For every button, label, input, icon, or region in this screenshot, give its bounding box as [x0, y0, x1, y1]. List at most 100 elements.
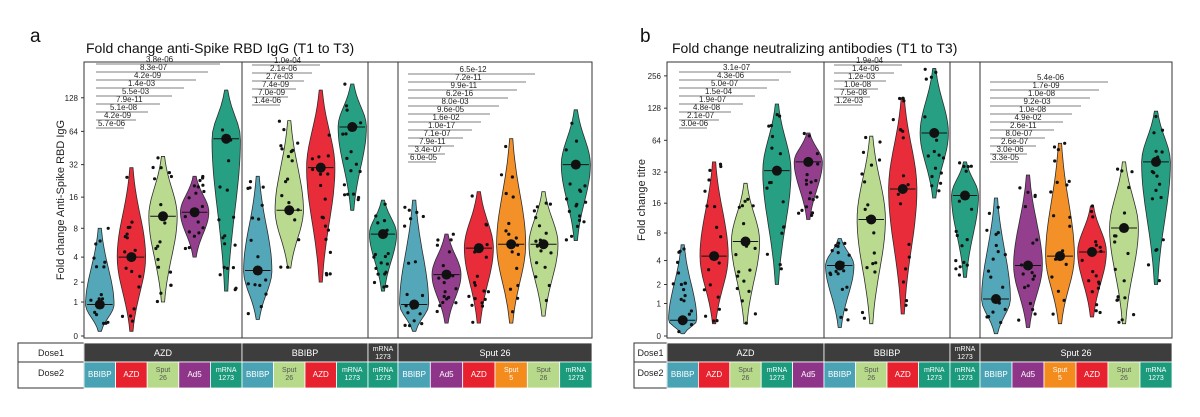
- data-point: [865, 266, 869, 270]
- data-point: [679, 297, 683, 301]
- data-point: [923, 67, 927, 71]
- data-point: [923, 115, 927, 119]
- data-point: [296, 141, 300, 145]
- pvalue-label: 8.0e-03: [442, 97, 470, 106]
- data-point: [158, 240, 162, 244]
- pvalue-label: 1.9e-07: [699, 95, 727, 104]
- y-tick-label: 4: [74, 253, 79, 262]
- pvalue-label: 9.2e-03: [1024, 97, 1052, 106]
- dose1-row-label: Dose1: [637, 348, 663, 358]
- dose2-label: AZD: [1084, 370, 1100, 379]
- data-point: [447, 250, 451, 254]
- data-point: [742, 222, 746, 226]
- data-point: [564, 148, 568, 152]
- data-point: [421, 214, 425, 219]
- data-point: [1155, 248, 1159, 252]
- data-point: [770, 134, 775, 139]
- data-point: [89, 298, 93, 302]
- data-point: [1159, 195, 1163, 200]
- data-point: [770, 146, 774, 150]
- data-point: [130, 269, 134, 274]
- data-point: [807, 197, 812, 201]
- data-point: [901, 136, 905, 140]
- data-point: [473, 297, 477, 301]
- pvalue-label: 1.2e-03: [848, 72, 876, 81]
- data-point: [1052, 214, 1056, 218]
- dose2-label: mRNA 1273: [373, 367, 394, 382]
- pvalue-label: 1.0e-08: [1019, 105, 1047, 114]
- pvalue-label: 2.6e-11: [1010, 121, 1037, 130]
- data-point: [516, 252, 521, 256]
- data-point: [954, 229, 958, 233]
- data-point: [420, 322, 424, 326]
- data-point: [442, 294, 446, 299]
- data-point: [1055, 180, 1059, 184]
- data-point: [934, 70, 938, 74]
- data-point: [454, 301, 458, 305]
- data-point: [863, 180, 867, 184]
- violin: [337, 83, 367, 211]
- data-point: [829, 272, 833, 277]
- data-point: [891, 118, 895, 122]
- pvalue-label: 7.0e-09: [258, 88, 286, 97]
- data-point: [836, 251, 840, 255]
- dose2-label-line: Sput: [1117, 367, 1131, 374]
- data-point: [504, 191, 508, 196]
- violin: [1141, 110, 1171, 285]
- data-point: [405, 292, 409, 297]
- data-point: [740, 204, 745, 208]
- data-point: [1026, 284, 1030, 288]
- data-point: [137, 285, 141, 289]
- data-point: [376, 272, 380, 276]
- data-point: [1068, 224, 1072, 228]
- data-point: [123, 235, 127, 239]
- dose2-label: Ad5: [187, 370, 202, 379]
- data-point: [218, 273, 222, 277]
- dose1-label: BBIBP: [292, 348, 319, 358]
- data-point: [441, 300, 445, 305]
- data-point: [535, 261, 539, 265]
- data-point: [103, 260, 107, 264]
- data-point: [737, 270, 741, 274]
- data-point: [287, 201, 291, 205]
- data-point: [740, 299, 744, 303]
- data-point: [583, 184, 587, 188]
- data-point: [969, 164, 973, 168]
- data-point: [535, 244, 540, 248]
- data-point: [935, 138, 939, 142]
- data-point: [804, 205, 809, 209]
- data-point: [1003, 253, 1007, 257]
- dose2-label: Sput 26: [738, 367, 752, 382]
- data-point: [1089, 209, 1094, 214]
- data-point: [834, 269, 838, 273]
- dose2-label-line: 1273: [769, 375, 785, 382]
- data-point: [202, 189, 206, 194]
- data-point: [751, 204, 755, 208]
- violin: [1013, 174, 1043, 328]
- data-point: [282, 128, 286, 132]
- data-point: [744, 321, 748, 325]
- dose2-label: Ad5: [801, 370, 816, 379]
- data-point: [326, 228, 330, 232]
- data-point: [100, 297, 105, 301]
- data-point: [403, 205, 407, 209]
- data-point: [196, 220, 200, 224]
- data-point: [901, 174, 906, 178]
- data-point: [1117, 320, 1121, 324]
- data-point: [454, 287, 458, 291]
- pvalue-label: 7.9e-11: [419, 137, 446, 146]
- data-point: [570, 234, 574, 238]
- data-point: [775, 113, 779, 117]
- pvalue-label: 9.9e-11: [451, 81, 478, 90]
- pvalue-label: 1.2e-03: [836, 96, 864, 105]
- data-point: [1023, 285, 1027, 290]
- dose2-label-line: Sput: [1053, 367, 1067, 374]
- data-point: [543, 265, 547, 269]
- data-point: [485, 223, 489, 227]
- data-point: [1097, 282, 1101, 286]
- data-point: [374, 214, 378, 218]
- violin: [793, 132, 823, 220]
- data-point: [510, 175, 514, 179]
- y-tick-label: 2: [74, 278, 79, 287]
- pvalue-label: 1.0e-04: [274, 56, 302, 65]
